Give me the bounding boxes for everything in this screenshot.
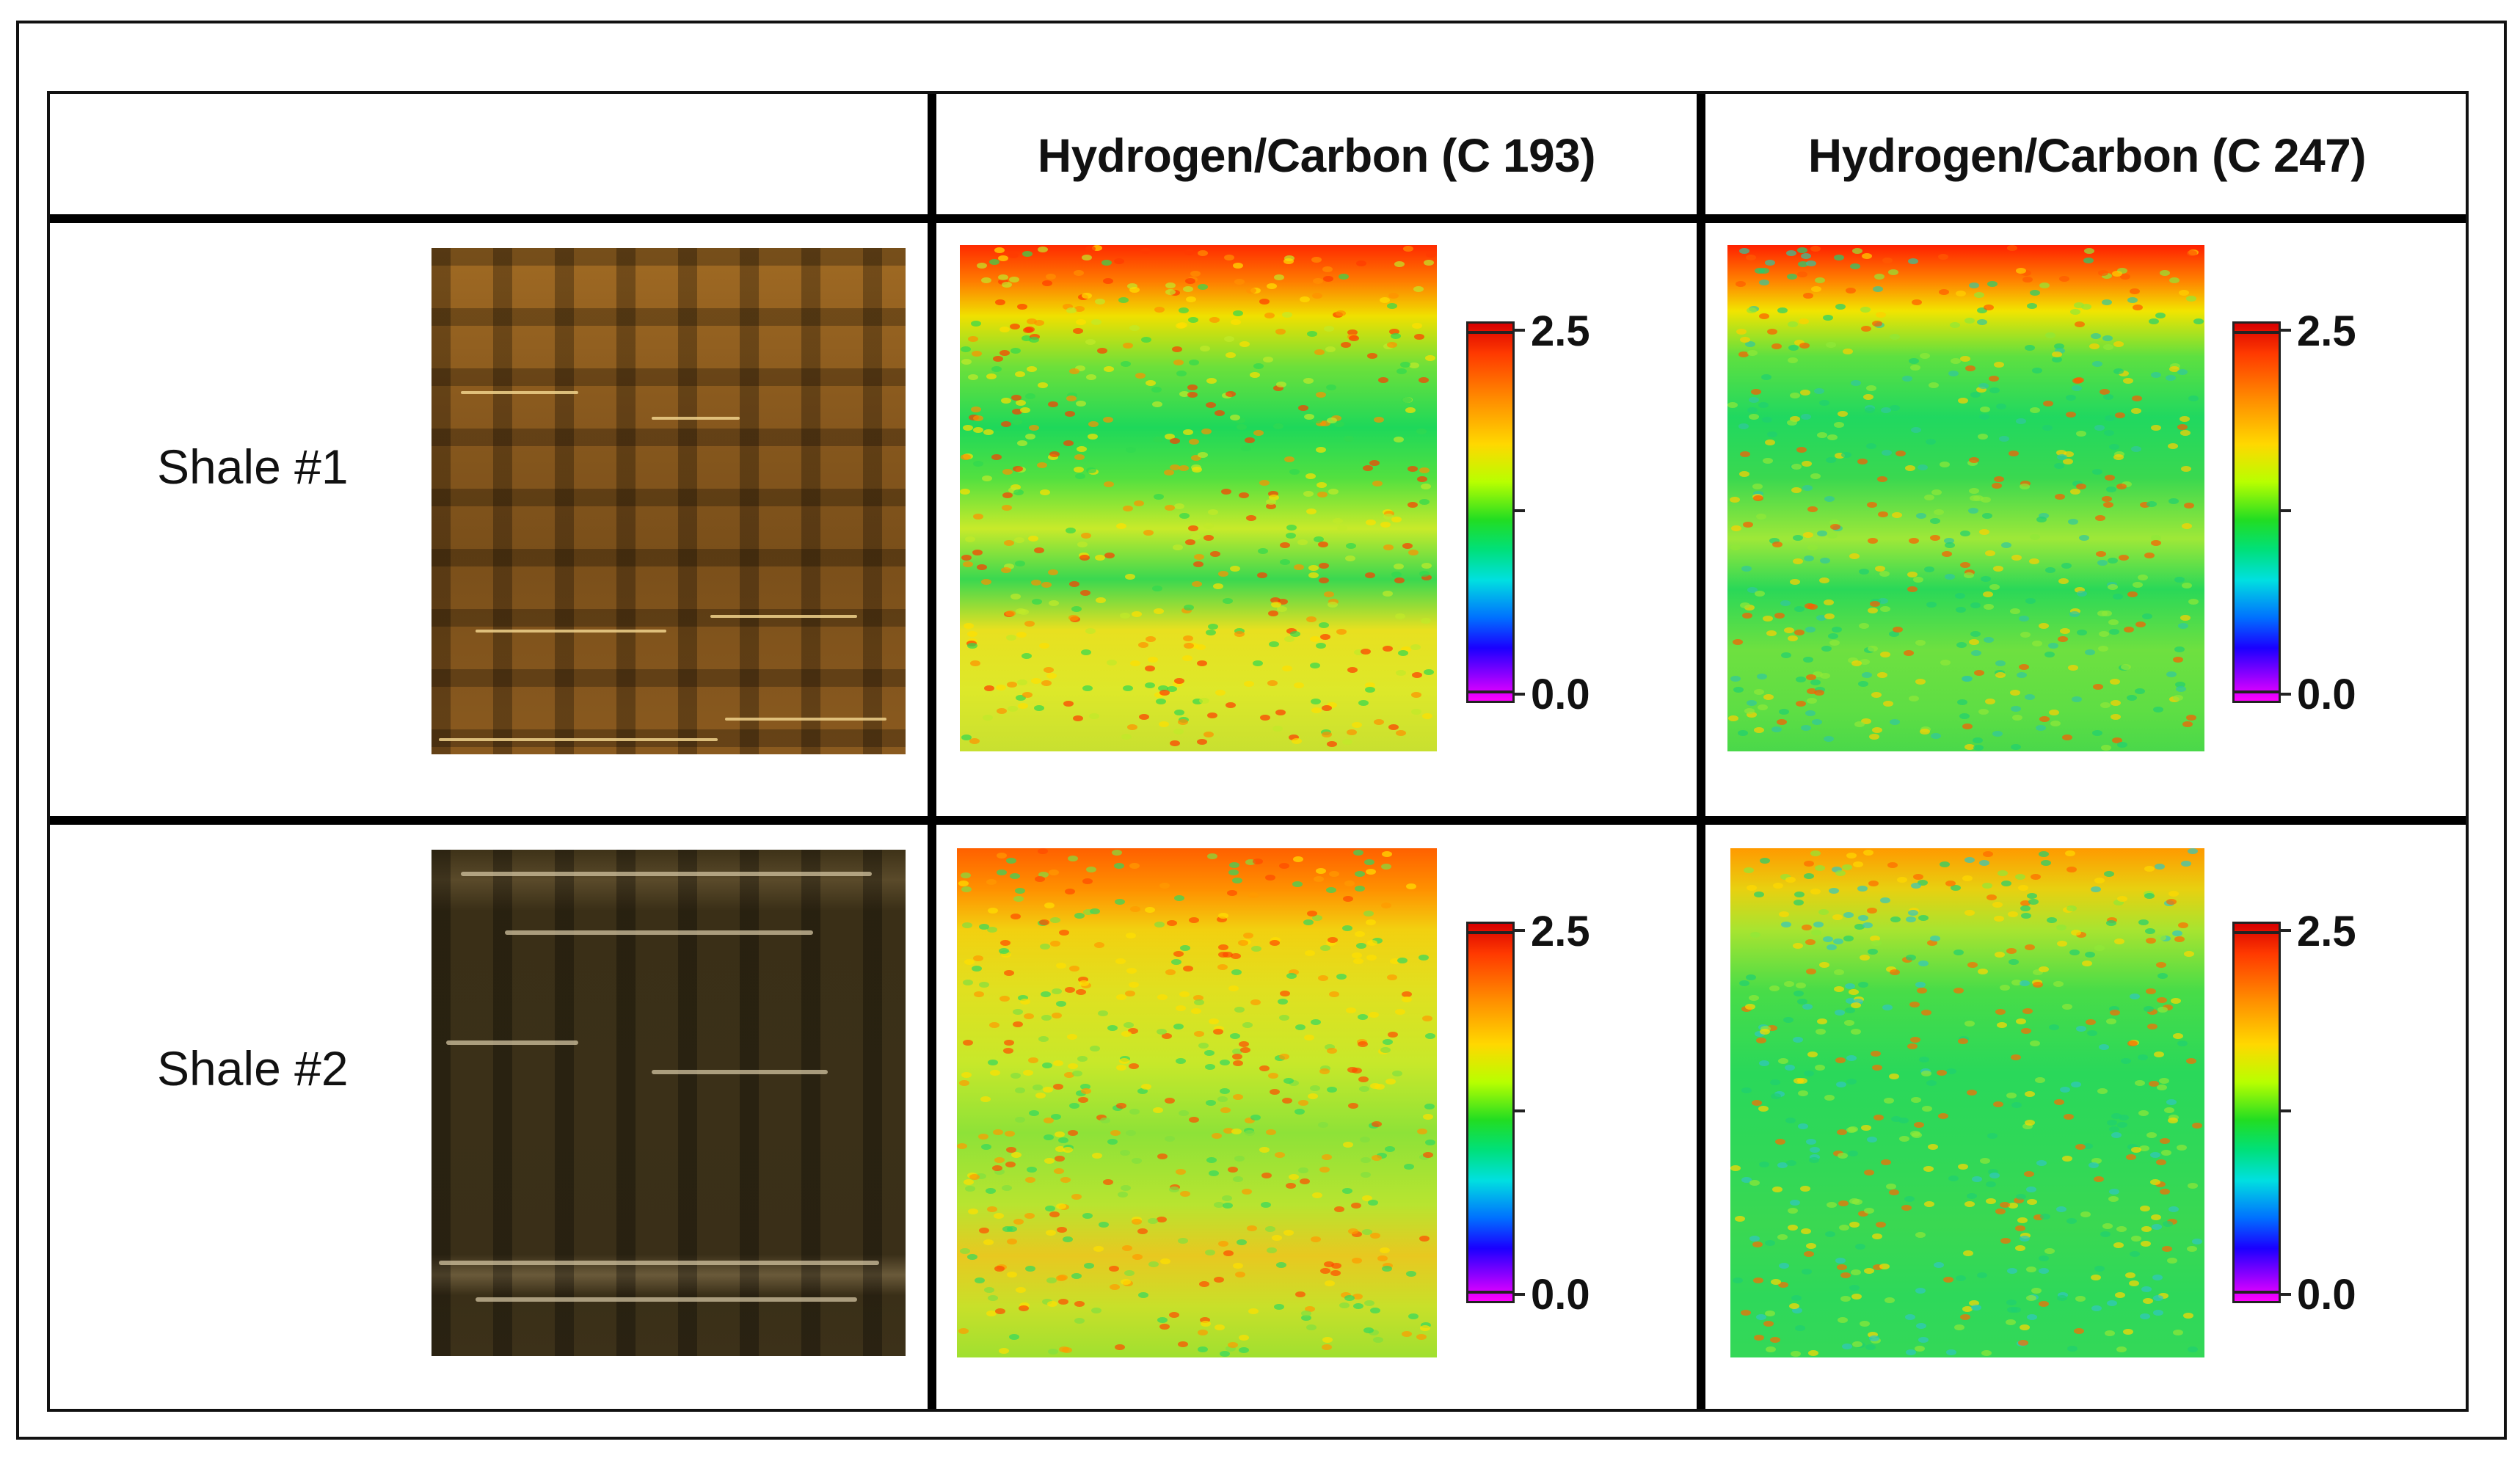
colorbar-max-label: 2.5	[2297, 908, 2356, 955]
colorbar-min-label: 0.0	[1531, 671, 1590, 718]
colorbar-max-label: 2.5	[1531, 908, 1590, 955]
column-divider	[928, 94, 936, 1409]
shale-2-hc-c247-map	[1730, 848, 2204, 1357]
colorbar-min-label: 0.0	[2297, 1271, 2356, 1319]
row-label-shale-2: Shale #2	[157, 1041, 349, 1096]
shale-1-hc-c193-map	[960, 245, 1437, 751]
header-col1	[50, 94, 928, 217]
header-hc-c193: Hydrogen/Carbon (C 193)	[1037, 129, 1596, 182]
colorbar-min-label: 0.0	[1531, 1271, 1590, 1319]
shale-2-hc-c193-map	[957, 848, 1437, 1357]
shale-1-hc-c247-map	[1727, 245, 2204, 751]
figure-table: Hydrogen/Carbon (C 193) Hydrogen/Carbon …	[47, 91, 2469, 1412]
row-divider	[50, 214, 2466, 223]
header-hc-c247: Hydrogen/Carbon (C 247)	[1807, 129, 2367, 182]
colorbar-max-label: 2.5	[2297, 307, 2356, 355]
shale-1-photo	[431, 248, 906, 754]
colorbar-r2-c247	[2232, 922, 2281, 1303]
colorbar-max-label: 2.5	[1531, 307, 1590, 355]
colorbar-r1-c247	[2232, 321, 2281, 703]
row-label-shale-1: Shale #1	[157, 440, 349, 494]
row-divider	[50, 816, 2466, 825]
column-divider	[1697, 94, 1705, 1409]
shale-2-photo	[431, 850, 906, 1356]
colorbar-r2-c193	[1466, 922, 1515, 1303]
colorbar-r1-c193	[1466, 321, 1515, 703]
colorbar-min-label: 0.0	[2297, 671, 2356, 718]
